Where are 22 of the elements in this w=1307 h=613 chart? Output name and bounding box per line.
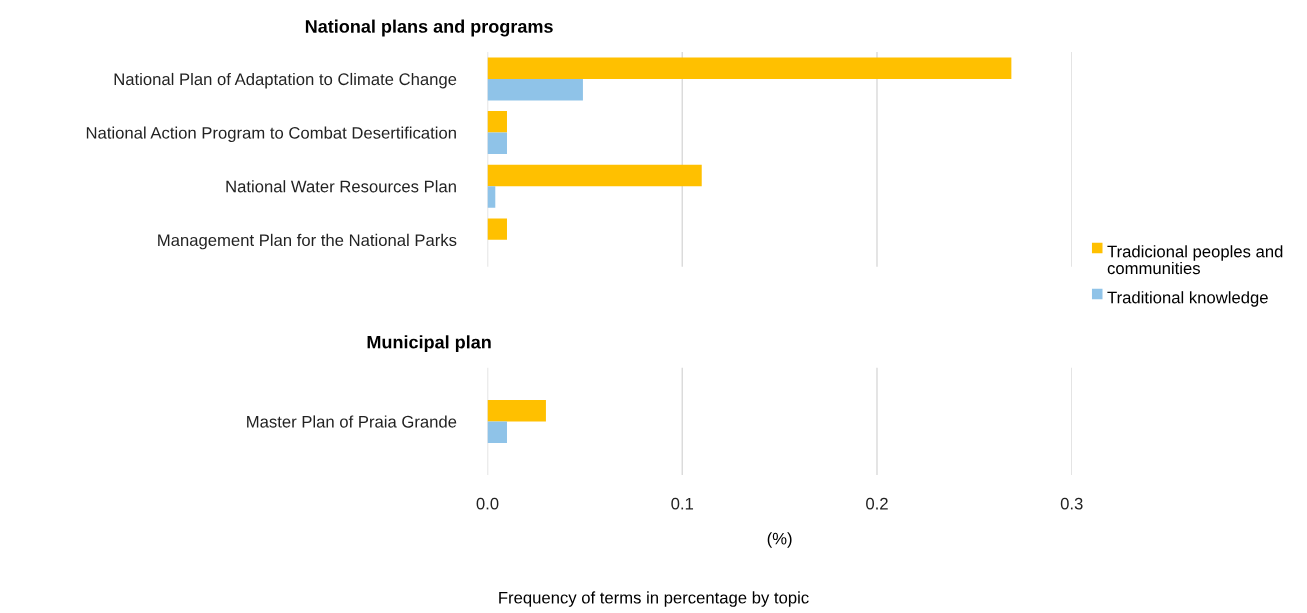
x-tick-label: 0.0	[476, 497, 499, 510]
y-tick-label: National Action Program to Combat Desertification	[86, 126, 456, 143]
y-tick-label: National Plan of Adaptation to Climate Change	[114, 72, 457, 89]
x-tick-label: 0.3	[1060, 497, 1083, 510]
bar	[487, 218, 507, 240]
x-tick-label: 0.1	[671, 497, 694, 510]
y-tick-label: National Water Resources Plan	[226, 180, 456, 193]
text: Frequency of terms in percentage by topic	[499, 591, 809, 607]
legend-label: Tradicional peoples and communities	[1107, 245, 1283, 275]
y-tick-label: Master Plan of Praia Grande	[247, 415, 457, 428]
bar	[487, 111, 507, 133]
y-tick-label: Management Plan for the National Parks	[158, 233, 457, 250]
chart-title: Municipal plan	[367, 335, 491, 353]
legend-label: Traditional knowledge	[1107, 291, 1268, 307]
x-axis-title: (%)	[767, 532, 792, 548]
bar	[487, 186, 496, 208]
x-tick-label: 0.2	[866, 497, 888, 510]
bar	[487, 164, 702, 187]
chart-title: National plans and programs	[305, 19, 553, 37]
bar	[487, 78, 583, 101]
bar	[487, 57, 1012, 79]
bar	[487, 132, 507, 155]
